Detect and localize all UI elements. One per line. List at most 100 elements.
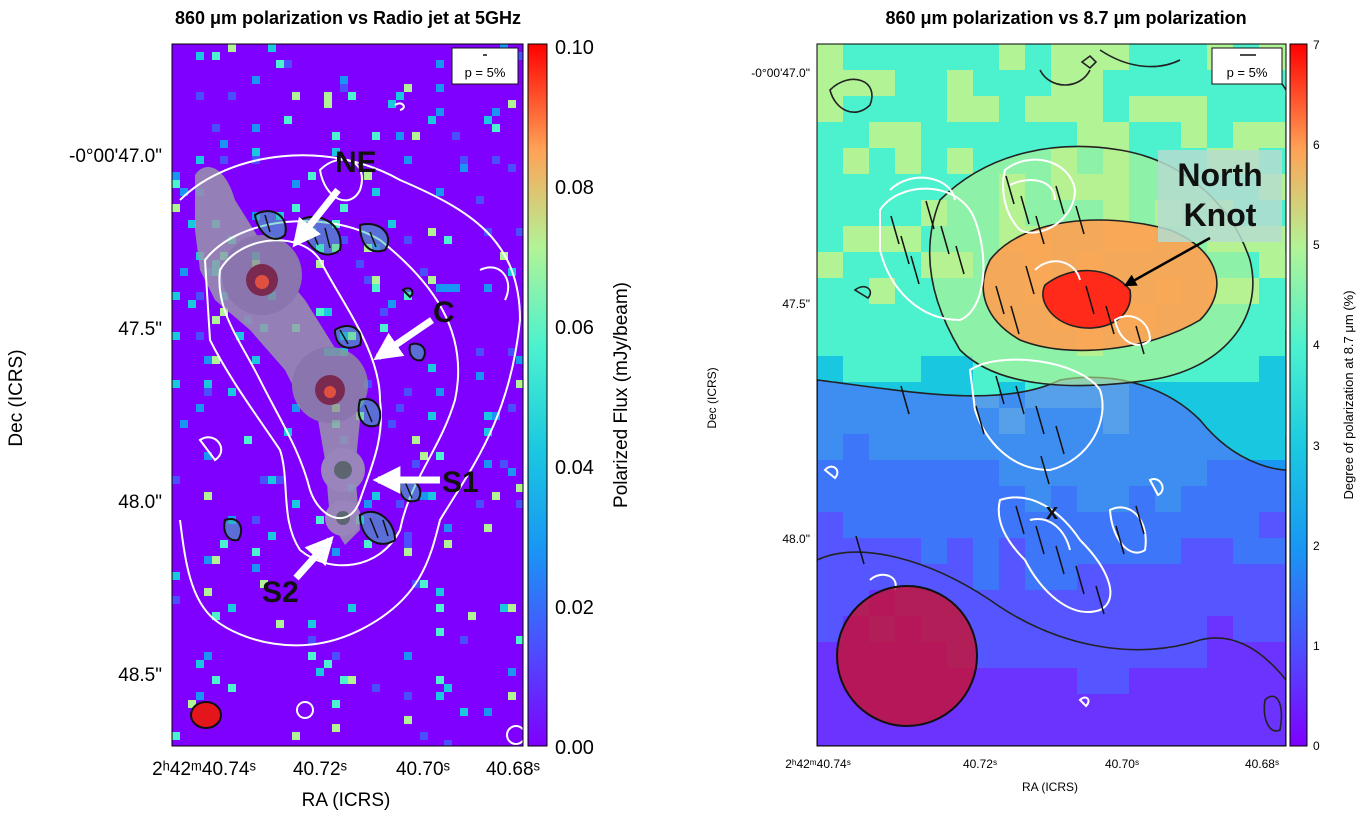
right-cbar-tick-3: 3 [1313, 439, 1320, 453]
noise-pixel [172, 476, 180, 484]
noise-pixel [308, 636, 316, 644]
polarization-vector [900, 235, 910, 265]
left-cbar-tick-5: 0.10 [555, 37, 594, 59]
noise-pixel [508, 468, 516, 476]
map-tile [1025, 122, 1051, 148]
noise-pixel [404, 388, 412, 396]
noise-pixel [188, 700, 196, 708]
noise-pixel [204, 588, 212, 596]
map-tile [1233, 330, 1259, 356]
polarization-vector [1015, 385, 1025, 415]
left-ylabel: Dec (ICRS) [6, 349, 27, 446]
left-cbar-tick-2: 0.04 [555, 457, 594, 479]
left-title: 860 μm polarization vs Radio jet at 5GHz [175, 8, 521, 28]
right-cbar-tick-2: 2 [1313, 539, 1320, 553]
noise-pixel [508, 604, 516, 612]
map-tile [1077, 70, 1103, 96]
map-tile [843, 200, 869, 226]
map-tile [869, 96, 895, 122]
noise-pixel [228, 92, 236, 100]
noise-pixel [508, 348, 516, 356]
noise-pixel [388, 420, 396, 428]
noise-pixel [492, 124, 500, 132]
map-tile [843, 44, 869, 70]
noise-pixel [268, 532, 276, 540]
map-tile [843, 148, 869, 174]
map-tile [947, 70, 973, 96]
map-tile [869, 44, 895, 70]
noise-pixel [412, 436, 420, 444]
noise-pixel [244, 436, 252, 444]
map-tile [1259, 356, 1285, 382]
noise-pixel [372, 276, 380, 284]
noise-pixel [260, 580, 268, 588]
noise-pixel [420, 268, 428, 276]
map-tile [843, 356, 869, 382]
right-ytick-2: 48.0" [782, 532, 810, 546]
polarization-vector [940, 225, 950, 255]
map-tile [817, 148, 843, 174]
map-tile [869, 70, 895, 96]
noise-pixel [220, 140, 228, 148]
noise-pixel [388, 300, 396, 308]
noise-pixel [188, 300, 196, 308]
left-xtick-3: 40.68ˢ [486, 759, 541, 780]
left-xlabel: RA (ICRS) [302, 790, 391, 811]
noise-pixel [220, 308, 228, 316]
map-tile [1077, 122, 1103, 148]
noise-pixel [228, 388, 236, 396]
polarization-vector [1105, 305, 1115, 335]
noise-pixel [460, 636, 468, 644]
noise-pixel [444, 740, 452, 746]
map-tile [921, 70, 947, 96]
map-tile [1259, 304, 1285, 330]
arrow-c [373, 317, 434, 361]
polarization-vector [1055, 425, 1065, 455]
north-knot-label: North Knot [1177, 157, 1262, 233]
arrow-ne [292, 187, 341, 248]
noise-pixel [484, 284, 492, 292]
left-colorbar [527, 43, 548, 747]
right-panel: 860 μm polarization vs 8.7 μm polarizati… [705, 8, 1356, 794]
noise-pixel [292, 204, 300, 212]
map-tile [1259, 122, 1285, 148]
left-legend: p = 5% [451, 47, 519, 85]
noise-pixel [372, 284, 380, 292]
map-tile [1207, 408, 1233, 434]
noise-pixel [452, 132, 460, 140]
map-tile [869, 226, 895, 252]
noise-pixel [332, 652, 340, 660]
right-cbar-tick-1: 1 [1313, 639, 1320, 653]
noise-pixel [516, 380, 523, 388]
polarization-vector [1035, 525, 1045, 555]
noise-pixel [212, 124, 220, 132]
noise-pixel [404, 84, 412, 92]
noise-pixel [212, 356, 220, 364]
map-tile [1181, 70, 1207, 96]
polarization-vector [1035, 405, 1045, 435]
map-tile [1181, 96, 1207, 122]
map-tile [895, 148, 921, 174]
polarization-vector [1135, 325, 1145, 355]
map-tile [895, 252, 921, 278]
map-tile [869, 356, 895, 382]
map-tile [1103, 44, 1129, 70]
noise-pixel [316, 260, 324, 268]
map-tile [817, 44, 843, 70]
map-tile [1181, 382, 1207, 408]
noise-pixel [428, 412, 436, 420]
noise-pixel [436, 60, 444, 68]
polarization-vector [1055, 545, 1065, 575]
map-tile [921, 148, 947, 174]
noise-pixel [476, 196, 484, 204]
noise-pixel [436, 692, 444, 700]
polarization-vector [1005, 175, 1015, 205]
map-tile [843, 252, 869, 278]
noise-pixel [316, 668, 324, 676]
map-tile [869, 304, 895, 330]
noise-pixel [396, 500, 404, 508]
noise-pixel [324, 660, 332, 668]
noise-pixel [196, 156, 204, 164]
noise-pixel [380, 308, 388, 316]
noise-pixel [228, 44, 236, 52]
